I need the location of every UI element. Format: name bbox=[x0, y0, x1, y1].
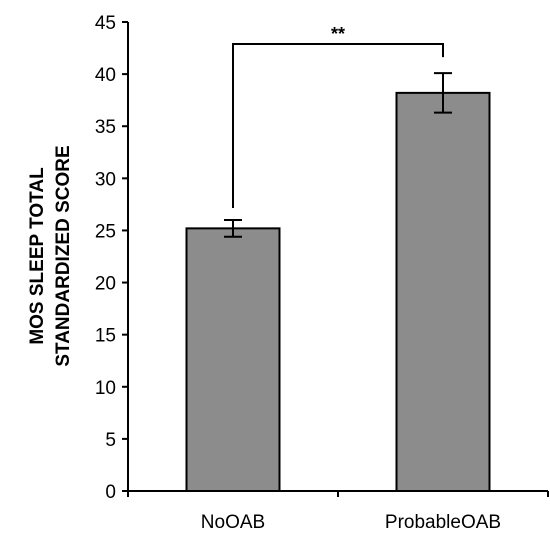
y-axis-label: MOS SLEEP TOTAL STANDARDIZED SCORE bbox=[27, 145, 74, 366]
y-tick-label: 0 bbox=[105, 482, 116, 503]
y-axis-label-line-2: STANDARDIZED SCORE bbox=[53, 145, 74, 366]
significance-line bbox=[232, 43, 444, 209]
y-axis-label-line-1: MOS SLEEP TOTAL bbox=[27, 167, 48, 345]
y-tick-label: 25 bbox=[95, 221, 116, 242]
x-tick-label: ProbableOAB bbox=[385, 512, 501, 533]
y-tick-label: 15 bbox=[95, 326, 116, 347]
y-tick-label: 5 bbox=[105, 430, 116, 451]
bars: NoOAB ProbableOAB bbox=[185, 72, 501, 533]
y-tick-label: 20 bbox=[95, 274, 116, 295]
bar-NoOAB bbox=[185, 227, 281, 493]
y-tick-label: 30 bbox=[95, 169, 116, 190]
y-tick-label: 40 bbox=[95, 65, 116, 86]
y-axis-ticks: 0 5 10 15 20 25 30 35 40 45 bbox=[95, 13, 549, 503]
y-tick-label: 35 bbox=[95, 117, 116, 138]
y-tick-label: 10 bbox=[95, 378, 116, 399]
x-tick-label: NoOAB bbox=[201, 512, 265, 533]
significance-label: ** bbox=[331, 24, 345, 44]
y-tick-label: 45 bbox=[95, 13, 116, 34]
significance-bracket: ** bbox=[232, 24, 444, 209]
bar-ProbableOAB bbox=[395, 91, 491, 492]
